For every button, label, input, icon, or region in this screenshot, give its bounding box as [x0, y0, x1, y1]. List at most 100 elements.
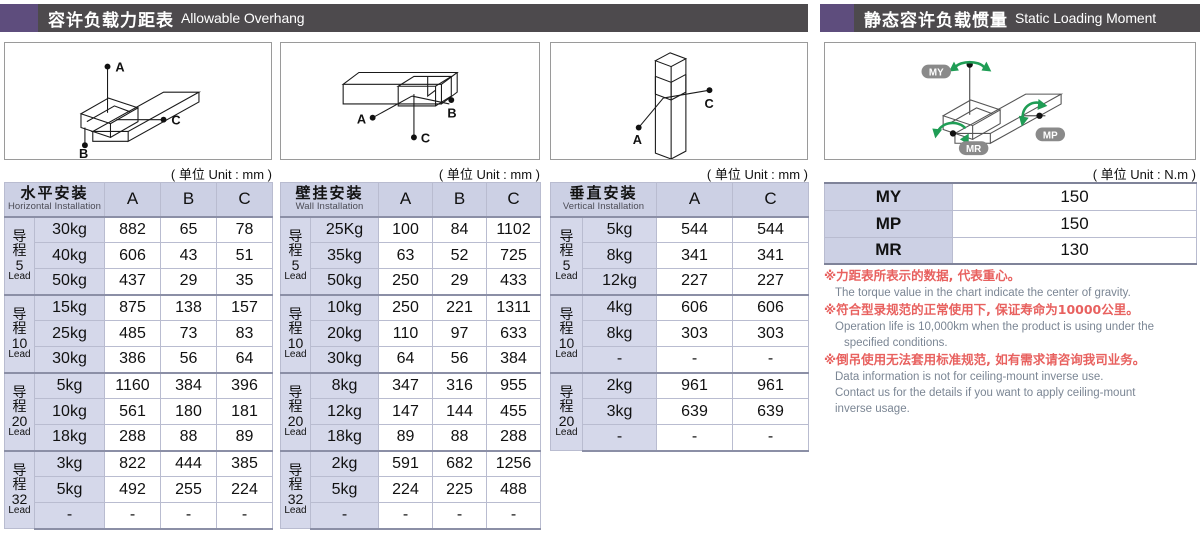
value-cell: 385 — [216, 449, 273, 477]
table-row: 3kg 639 639 — [551, 398, 809, 425]
load-cell: 50kg — [34, 268, 105, 295]
value-cell: 227 — [732, 268, 809, 295]
table-wall-installation: 壁挂安装 Wall Installation A B C 导 程 5 Lead … — [279, 182, 542, 530]
label-mp: MP — [1035, 127, 1066, 141]
note-en: The torque value in the chart indicate t… — [835, 286, 1131, 299]
value-cell: 78 — [216, 215, 273, 243]
value-cell: 606 — [104, 242, 161, 269]
value-cell: - — [160, 502, 217, 530]
moment-value: 150 — [952, 182, 1197, 211]
load-cell: 15kg — [34, 293, 105, 321]
column-header-b: B — [432, 182, 488, 217]
note-cn: ※力距表所表示的数据, 代表重心。 — [824, 268, 1021, 283]
column-header-c: C — [216, 182, 273, 217]
value-cell: 639 — [656, 398, 733, 425]
section-swatch-icon — [0, 4, 38, 32]
value-cell: 341 — [656, 242, 733, 269]
table-row: 18kg 89 88 288 — [281, 424, 542, 451]
value-cell: 682 — [432, 449, 488, 477]
table-row: 导 程 32 Lead 3kg 822 444 385 — [4, 449, 273, 529]
value-cell: 544 — [656, 215, 733, 243]
value-cell: 1160 — [104, 371, 161, 399]
svg-text:A: A — [115, 60, 124, 75]
load-cell: 20kg — [309, 320, 380, 347]
note-en: specified conditions. — [844, 336, 948, 349]
section-title-cn: 容许负载力距表 — [48, 10, 174, 31]
svg-text:B: B — [79, 146, 88, 159]
load-cell: 8kg — [309, 371, 380, 399]
value-cell: - — [216, 502, 273, 530]
value-cell: 485 — [104, 320, 161, 347]
note-cn: ※倒吊使用无法套用标准规范, 如有需求请咨询我司业务。 — [824, 352, 1146, 368]
notes-block: ※力距表所表示的数据, 代表重心。 The torque value in th… — [824, 268, 1196, 418]
table-header-title: 壁挂安装 Wall Installation — [279, 182, 380, 217]
section-title-en: Allowable Overhang — [181, 10, 305, 26]
column-header-b: B — [160, 182, 217, 217]
value-cell: - — [104, 502, 161, 530]
value-cell: 89 — [216, 424, 273, 451]
label-mr: MR — [958, 141, 989, 155]
value-cell: 89 — [378, 424, 434, 451]
load-cell: - — [582, 346, 657, 373]
value-cell: 110 — [378, 320, 434, 347]
value-cell: 961 — [656, 371, 733, 399]
value-cell: 725 — [486, 242, 542, 269]
section-title-en: Static Loading Moment — [1015, 10, 1157, 26]
value-cell: 303 — [656, 320, 733, 347]
load-cell: 8kg — [582, 242, 657, 269]
load-cell: 10kg — [34, 398, 105, 425]
column-header-c: C — [486, 182, 542, 217]
value-cell: - — [486, 502, 542, 530]
value-cell: 29 — [160, 268, 217, 295]
moment-value: 130 — [952, 236, 1197, 265]
load-cell: 5kg — [34, 371, 105, 399]
table-row: - - - — [551, 346, 809, 373]
table-row: 导 程 10 Lead 4kg 606 606 — [550, 293, 809, 373]
table-row: 10kg 561 180 181 — [5, 398, 273, 425]
horizontal-figure: A C B — [4, 42, 272, 160]
table-row: 25kg 485 73 83 — [5, 320, 273, 347]
value-cell: 52 — [432, 242, 488, 269]
value-cell: 29 — [432, 268, 488, 295]
value-cell: 83 — [216, 320, 273, 347]
value-cell: 255 — [160, 476, 217, 503]
value-cell: 63 — [378, 242, 434, 269]
load-cell: 2kg — [582, 371, 657, 399]
table-static-loading-moment: MY 150 MP 150 MR 130 — [824, 182, 1197, 265]
lead-cell: 导 程 20 Lead — [4, 371, 35, 451]
value-cell: 224 — [378, 476, 434, 503]
value-cell: 561 — [104, 398, 161, 425]
load-cell: 10kg — [309, 293, 380, 321]
value-cell: - — [656, 424, 733, 452]
lead-cell: 导 程 20 Lead — [280, 371, 311, 451]
load-cell: - — [582, 424, 657, 452]
unit-caption-wall: ( 单位 Unit : mm ) — [438, 167, 540, 182]
point-a-dot — [104, 63, 111, 70]
wall-figure: A B C — [280, 42, 540, 160]
table-row: 8kg 303 303 — [551, 320, 809, 347]
table-row: 40kg 606 43 51 — [5, 242, 273, 269]
value-cell: 386 — [104, 346, 161, 373]
lead-cell: 导 程 5 Lead — [550, 215, 583, 295]
unit-caption-moment: ( 单位 Unit : N.m ) — [1092, 167, 1196, 182]
table-row: 导 程 10 Lead 10kg 250 221 1311 — [280, 293, 542, 373]
load-cell: 40kg — [34, 242, 105, 269]
table-vertical-installation: 垂直安装 Vertical Installation A C 导 程 5 Lea… — [550, 182, 809, 452]
unit-caption-vertical: ( 单位 Unit : mm ) — [706, 167, 808, 182]
table-header-title: 垂直安装 Vertical Installation — [550, 182, 657, 217]
value-cell: 444 — [160, 449, 217, 477]
point-b-dot — [448, 97, 455, 103]
table-row: MP 150 — [824, 209, 1197, 238]
moment-value: 150 — [952, 209, 1197, 238]
value-cell: 347 — [378, 371, 434, 399]
svg-text:C: C — [171, 113, 180, 128]
point-a-dot — [369, 114, 376, 121]
value-cell: 180 — [160, 398, 217, 425]
value-cell: 224 — [216, 476, 273, 503]
value-cell: 1256 — [486, 449, 542, 477]
value-cell: 225 — [432, 476, 488, 503]
load-cell: 3kg — [34, 449, 105, 477]
load-cell: 3kg — [582, 398, 657, 425]
load-cell: - — [309, 502, 380, 530]
table-row: 30kg 386 56 64 — [5, 346, 273, 373]
